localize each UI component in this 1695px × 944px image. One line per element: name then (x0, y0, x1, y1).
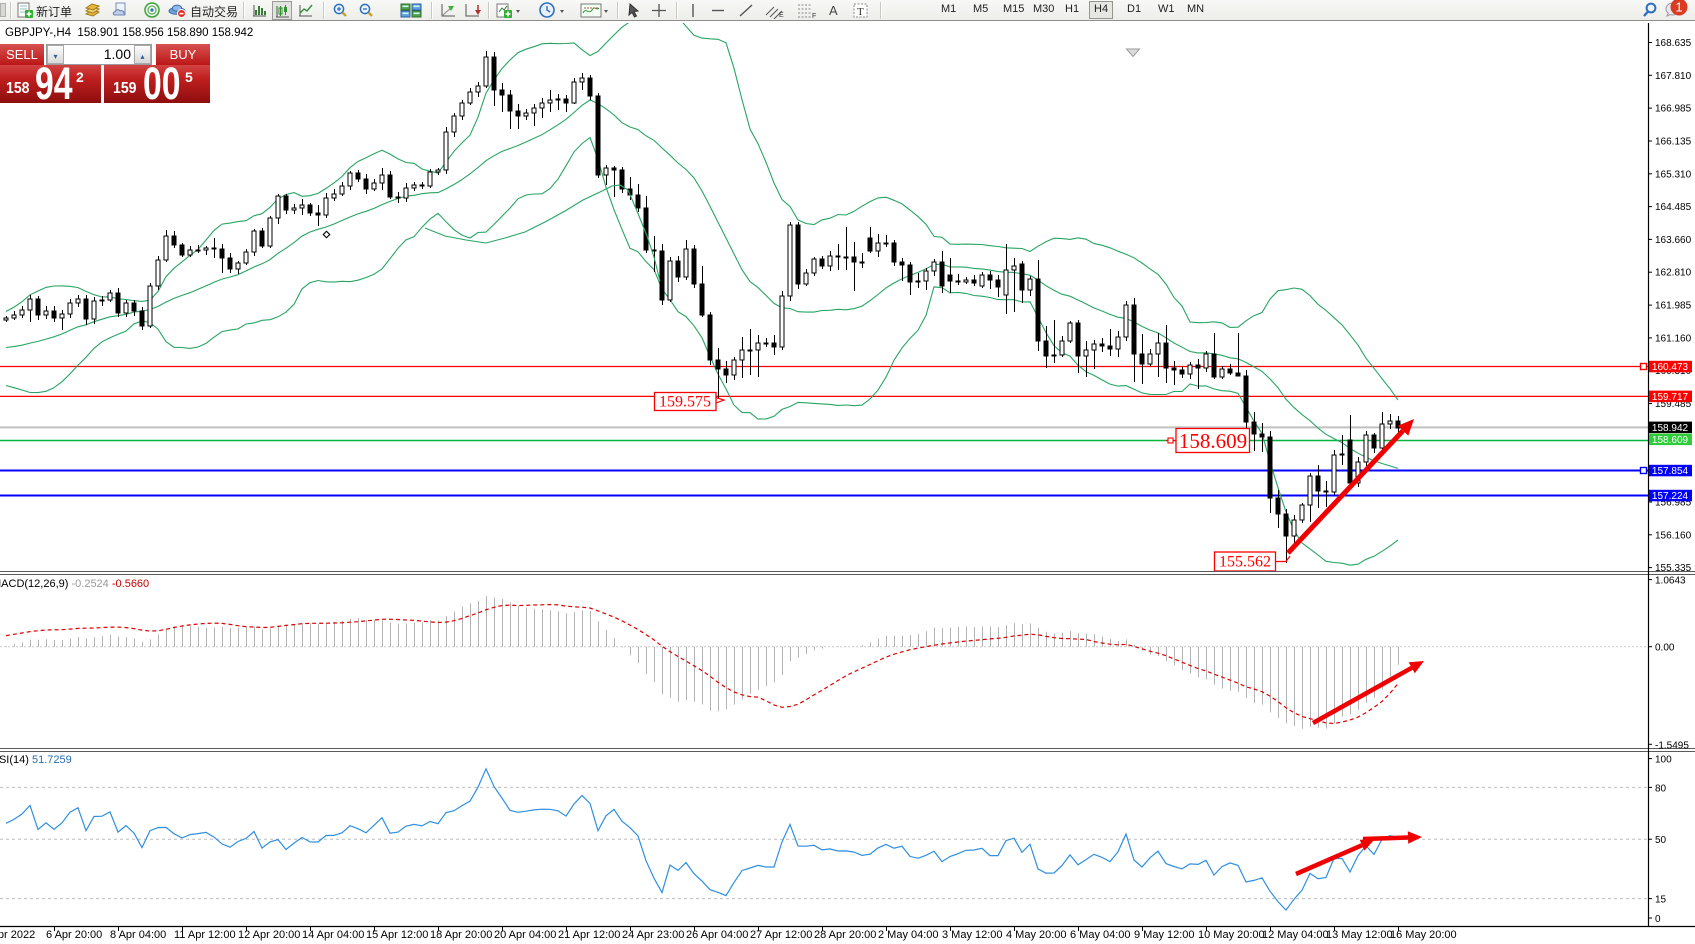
svg-text:MACD(12,26,9) -0.2524 -0.5660: MACD(12,26,9) -0.2524 -0.5660 (0, 578, 149, 590)
svg-text:159.575: 159.575 (659, 394, 711, 411)
svg-text:3 May 12:00: 3 May 12:00 (942, 929, 1003, 941)
svg-text:-1.5495: -1.5495 (1655, 740, 1689, 751)
svg-text:158.942: 158.942 (1652, 423, 1689, 434)
svg-text:16 May 20:00: 16 May 20:00 (1390, 929, 1457, 941)
svg-text:11 Apr 12:00: 11 Apr 12:00 (174, 929, 236, 941)
svg-text:27 Apr 12:00: 27 Apr 12:00 (750, 929, 812, 941)
svg-text:0: 0 (1655, 914, 1661, 925)
svg-text:28 Apr 20:00: 28 Apr 20:00 (814, 929, 876, 941)
svg-text:159.485: 159.485 (1655, 399, 1692, 410)
svg-text:2 May 04:00: 2 May 04:00 (878, 929, 939, 941)
svg-text:160.473: 160.473 (1652, 362, 1689, 373)
svg-text:5 Apr 2022: 5 Apr 2022 (0, 929, 35, 941)
svg-text:26 Apr 04:00: 26 Apr 04:00 (686, 929, 748, 941)
svg-text:14 Apr 04:00: 14 Apr 04:00 (302, 929, 364, 941)
svg-text:10 May 20:00: 10 May 20:00 (1198, 929, 1265, 941)
svg-text:100: 100 (1655, 755, 1672, 766)
svg-text:13 May 12:00: 13 May 12:00 (1326, 929, 1393, 941)
svg-text:163.660: 163.660 (1655, 235, 1692, 246)
svg-text:156.985: 156.985 (1655, 498, 1692, 509)
svg-text:T: T (857, 6, 864, 18)
svg-text:0.00: 0.00 (1655, 643, 1675, 654)
svg-text:15 Apr 12:00: 15 Apr 12:00 (366, 929, 428, 941)
svg-text:12 May 04:00: 12 May 04:00 (1262, 929, 1329, 941)
svg-text:1: 1 (1675, 0, 1682, 15)
svg-text:166.135: 166.135 (1655, 137, 1692, 148)
svg-text:157.854: 157.854 (1652, 466, 1689, 477)
svg-text:9 May 12:00: 9 May 12:00 (1134, 929, 1195, 941)
svg-text:20 Apr 04:00: 20 Apr 04:00 (494, 929, 556, 941)
svg-text:159.717: 159.717 (1652, 392, 1689, 403)
svg-text:168.635: 168.635 (1655, 38, 1692, 49)
svg-text:21 Apr 12:00: 21 Apr 12:00 (558, 929, 620, 941)
svg-text:15: 15 (1655, 895, 1667, 906)
svg-text:18 Apr 20:00: 18 Apr 20:00 (430, 929, 492, 941)
svg-text:166.985: 166.985 (1655, 104, 1692, 115)
svg-text:6 Apr 20:00: 6 Apr 20:00 (46, 929, 102, 941)
svg-text:162.810: 162.810 (1655, 268, 1692, 279)
svg-text:8 Apr 04:00: 8 Apr 04:00 (110, 929, 166, 941)
svg-text:1.0643: 1.0643 (1655, 576, 1686, 587)
svg-text:155.562: 155.562 (1219, 554, 1271, 571)
svg-text:164.485: 164.485 (1655, 202, 1692, 213)
svg-text:GBPJPY-,H4 158.901 158.956 15: GBPJPY-,H4 158.901 158.956 158.890 158.9… (5, 27, 253, 39)
svg-text:156.160: 156.160 (1655, 530, 1692, 541)
svg-text:RSI(14) 51.7259: RSI(14) 51.7259 (0, 754, 72, 766)
svg-text:50: 50 (1655, 835, 1667, 846)
svg-text:E: E (779, 12, 784, 19)
svg-text:12 Apr 20:00: 12 Apr 20:00 (238, 929, 300, 941)
svg-text:4 May 20:00: 4 May 20:00 (1006, 929, 1067, 941)
svg-text:155.335: 155.335 (1655, 563, 1692, 574)
svg-text:167.810: 167.810 (1655, 71, 1692, 82)
svg-text:6 May 04:00: 6 May 04:00 (1070, 929, 1131, 941)
svg-text:161.985: 161.985 (1655, 301, 1692, 312)
svg-text:F: F (812, 13, 816, 19)
svg-text:158.609: 158.609 (1652, 435, 1689, 446)
svg-text:161.160: 161.160 (1655, 333, 1692, 344)
svg-text:158.609: 158.609 (1179, 429, 1247, 453)
svg-text:24 Apr 23:00: 24 Apr 23:00 (622, 929, 684, 941)
svg-text:165.310: 165.310 (1655, 169, 1692, 180)
svg-text:157.224: 157.224 (1652, 491, 1689, 502)
svg-text:80: 80 (1655, 783, 1667, 794)
